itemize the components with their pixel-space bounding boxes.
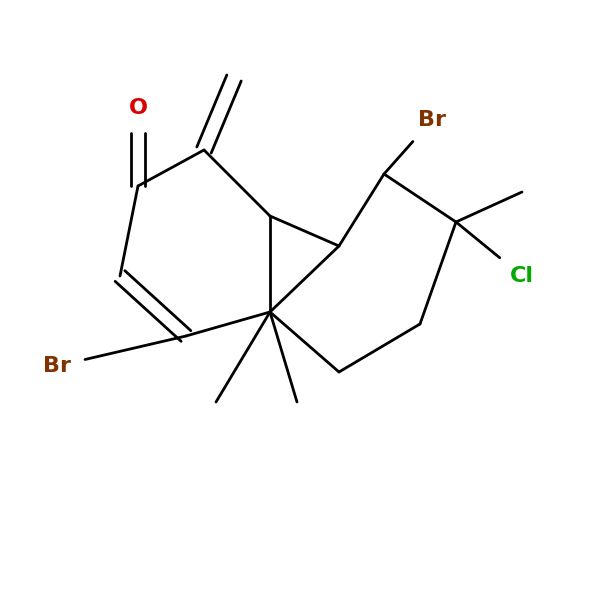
Text: O: O	[128, 98, 148, 118]
Text: Cl: Cl	[510, 266, 534, 286]
Text: Br: Br	[418, 110, 446, 130]
Text: Br: Br	[43, 356, 71, 376]
